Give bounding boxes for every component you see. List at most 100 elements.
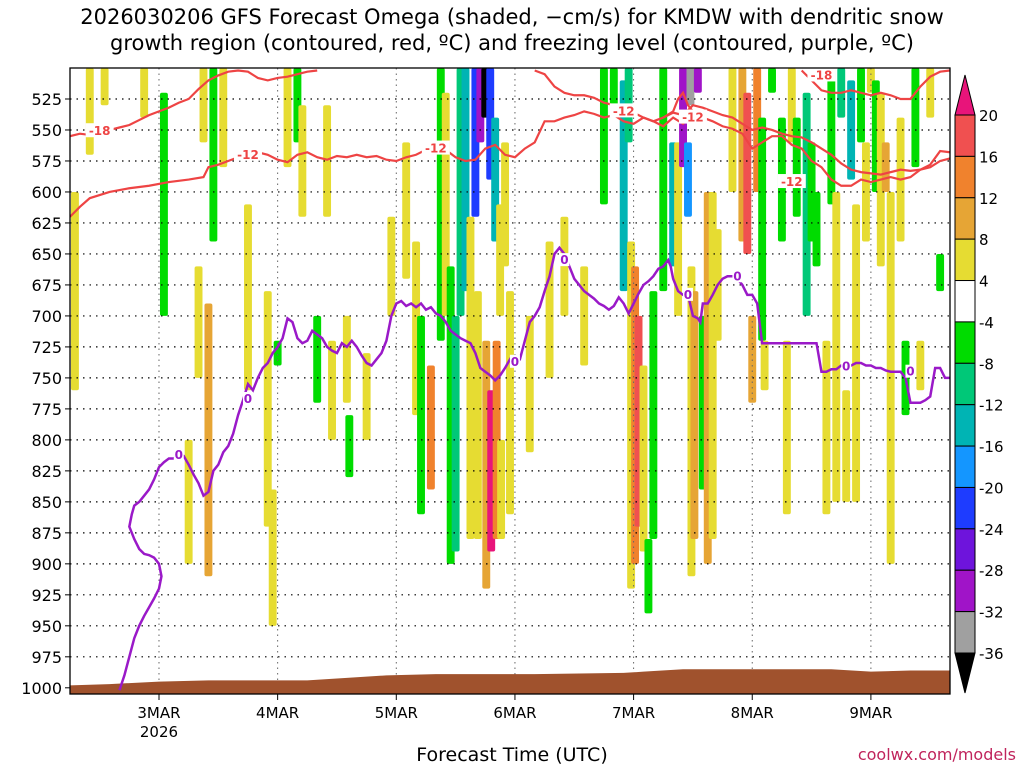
freezing-level-label: 0 (842, 360, 850, 374)
colorbar-label: 8 (979, 231, 989, 249)
omega-cell (466, 216, 475, 540)
omega-cell (812, 191, 821, 267)
omega-cell (674, 142, 683, 316)
colorbar-bin (954, 238, 976, 282)
x-tick-label: 4MAR (256, 704, 299, 722)
credit-link[interactable]: coolwx.com/models (857, 745, 1016, 764)
omega-cell (926, 68, 935, 118)
freezing-label-bg (682, 287, 693, 301)
dgz-label-bg (85, 123, 114, 138)
omega-cell (782, 340, 791, 515)
colorbar-label: -8 (979, 355, 994, 373)
omega-cell (345, 415, 354, 478)
colorbar-label: 12 (979, 190, 998, 208)
freezing-level-label: 0 (511, 355, 519, 369)
omega-cell (219, 68, 228, 168)
x-tick-label: 7MAR (612, 704, 655, 722)
omega-cell (916, 340, 925, 391)
omega-cell (545, 241, 554, 378)
omega-cell (852, 204, 861, 502)
omega-cell (342, 315, 351, 403)
freezing-label-bg (905, 364, 916, 378)
omega-cell (842, 390, 851, 502)
omega-cell (686, 68, 695, 106)
colorbar-bin (954, 321, 976, 364)
omega-cell (313, 315, 322, 403)
omega-cell (268, 489, 277, 626)
omega-cell (273, 340, 282, 366)
omega-cell (690, 291, 699, 540)
y-tick-label: 850 (31, 493, 62, 512)
omega-cell (599, 68, 608, 205)
omega-cell (506, 291, 514, 515)
plot-area: -12 -18 -12 -18 -12 -12 -12 0 0 0 0 0 0 0 0 (70, 68, 950, 694)
colorbar-bin (954, 528, 976, 571)
x-tick-label: 3MAR (137, 704, 180, 722)
y-tick-label: 575 (31, 152, 62, 171)
y-tick-label: 775 (31, 400, 62, 419)
y-tick-label: 600 (31, 183, 62, 202)
omega-cell (159, 92, 168, 316)
colorbar-label: -36 (979, 645, 1004, 663)
x-tick-sublabel: 2026 (140, 723, 178, 741)
colorbar-cap-top (954, 74, 976, 116)
omega-cell (822, 340, 831, 515)
dgz-contour-line (534, 69, 950, 176)
x-tick-label: 6MAR (493, 704, 536, 722)
omega-cell (881, 142, 890, 192)
omega-cell (194, 266, 203, 378)
omega-cell (426, 365, 435, 490)
omega-cell (743, 92, 752, 254)
omega-cell (283, 68, 292, 168)
omega-cell (760, 340, 769, 391)
colorbar-label: 16 (979, 148, 998, 166)
colorbar-bin (954, 280, 976, 323)
omega-cell (85, 68, 94, 155)
dgz-label-bg (233, 146, 262, 161)
omega-cell (748, 315, 757, 403)
omega-cell (862, 142, 870, 242)
omega-cell (693, 68, 702, 93)
omega-cell (832, 191, 841, 502)
x-tick-label: 5MAR (375, 704, 418, 722)
omega-cell (323, 105, 332, 217)
colorbar-label: -32 (979, 604, 1004, 622)
omega-cell (609, 68, 618, 106)
dgz-contour-label: -12 (781, 175, 803, 189)
x-tick-label: 8MAR (731, 704, 774, 722)
y-tick-label: 1000 (21, 679, 62, 698)
dgz-label-bg (678, 109, 707, 124)
dgz-contour-label: -18 (811, 68, 833, 82)
freezing-level-label: 0 (733, 269, 741, 283)
dgz-label-bg (421, 140, 450, 155)
colorbar-bin (954, 404, 976, 447)
freezing-label-bg (559, 253, 570, 267)
dgz-contour-label: -12 (237, 148, 259, 162)
omega-cell (649, 291, 658, 540)
terrain-ground (70, 669, 950, 694)
omega-cell (497, 439, 506, 540)
dgz-contour-label: -12 (682, 111, 704, 125)
colorbar-bin (954, 445, 976, 488)
colorbar-label: -12 (979, 397, 1004, 415)
freezing-label-bg (841, 359, 852, 373)
freezing-level-label: 0 (560, 253, 568, 267)
omega-cell (857, 68, 865, 143)
omega-cell (70, 191, 79, 391)
freezing-label-bg (242, 391, 253, 405)
omega-cell (362, 353, 371, 440)
freezing-label-bg (173, 447, 184, 461)
omega-cell (758, 117, 767, 341)
omega-cell (209, 68, 218, 242)
omega-cell (827, 68, 836, 205)
omega-cell (387, 216, 396, 316)
freezing-level-label: 0 (244, 392, 252, 406)
colorbar-bin (954, 362, 976, 406)
colorbar-label: 4 (979, 273, 989, 291)
freezing-level-label: 0 (684, 288, 692, 302)
omega-cell (768, 68, 776, 93)
omega-cell (886, 191, 895, 564)
y-tick-label: 750 (31, 369, 62, 388)
dgz-contour-label: -12 (425, 142, 447, 156)
omega-cell (298, 105, 307, 217)
